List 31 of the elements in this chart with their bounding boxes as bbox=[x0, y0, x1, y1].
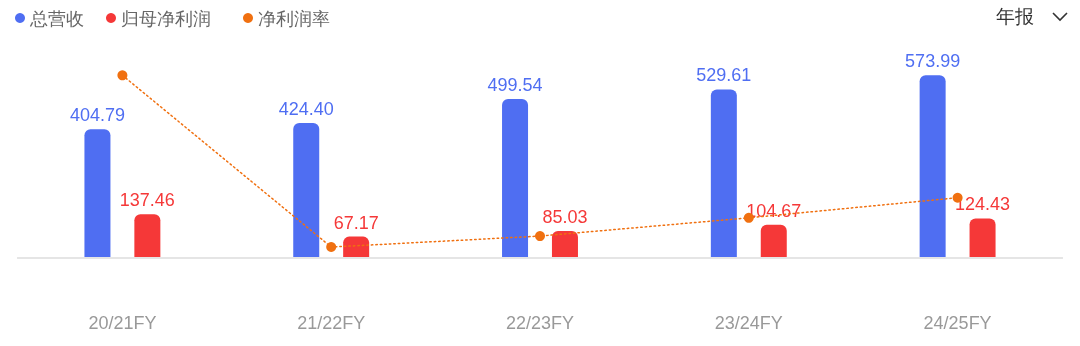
bar bbox=[84, 129, 111, 258]
data-label: 67.17 bbox=[333, 212, 379, 233]
data-label: 573.99 bbox=[905, 51, 961, 72]
bar bbox=[502, 99, 529, 258]
bar bbox=[134, 214, 161, 258]
bar bbox=[293, 122, 320, 258]
bar bbox=[969, 218, 996, 258]
bar bbox=[551, 230, 578, 258]
data-label: 529.61 bbox=[696, 65, 752, 86]
point bbox=[535, 231, 545, 242]
point bbox=[117, 70, 128, 81]
legend-label: 净利润率 bbox=[258, 7, 330, 29]
data-label: 124.43 bbox=[955, 194, 1011, 215]
x-tick-label: 24/25FY bbox=[923, 313, 992, 333]
text: 年报 bbox=[996, 4, 1034, 27]
bar bbox=[919, 75, 946, 258]
legend-label: 总营收 bbox=[29, 7, 84, 29]
data-label: 404.79 bbox=[69, 105, 125, 126]
x-tick-label: 23/24FY bbox=[714, 313, 783, 333]
x-tick-label: 20/21FY bbox=[88, 313, 157, 333]
bar bbox=[760, 224, 787, 258]
bar bbox=[710, 89, 737, 258]
point bbox=[326, 242, 337, 253]
bar bbox=[343, 236, 370, 258]
data-label: 85.03 bbox=[542, 206, 588, 227]
legend-label: 归母净利润 bbox=[121, 7, 211, 29]
data-label: 137.46 bbox=[119, 190, 175, 211]
x-tick-label: 22/23FY bbox=[505, 313, 575, 333]
data-label: 424.40 bbox=[278, 98, 334, 119]
data-label: 499.54 bbox=[487, 75, 543, 95]
x-tick-label: 21/22FY bbox=[297, 313, 366, 333]
